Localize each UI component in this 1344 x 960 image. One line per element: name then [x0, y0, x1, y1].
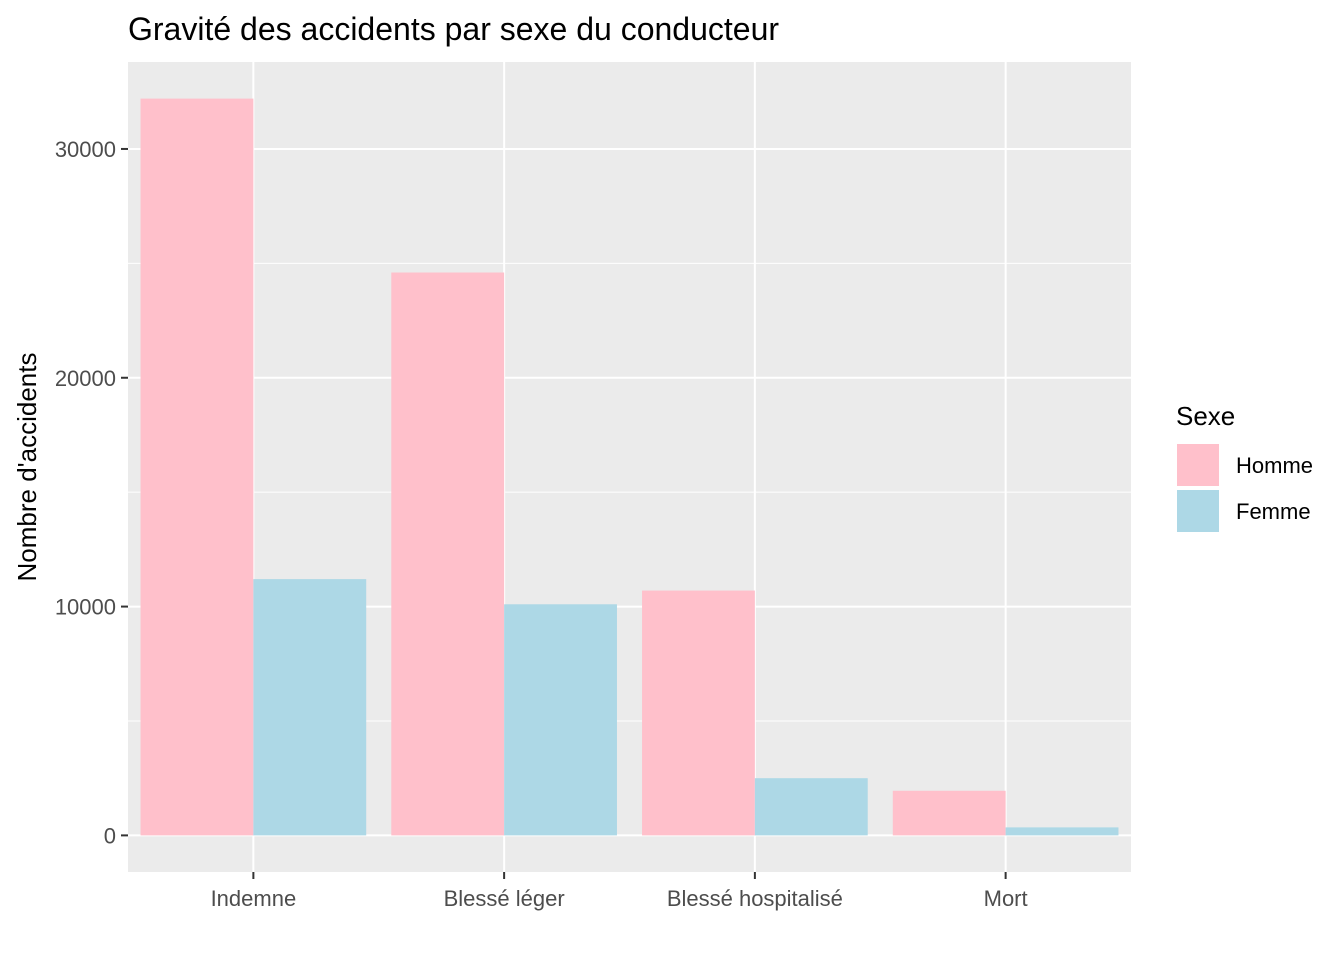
y-tick-label: 30000	[55, 137, 116, 162]
bar-homme	[892, 790, 1006, 836]
x-tick-label: Blessé hospitalisé	[667, 886, 843, 911]
legend: Sexe Homme Femme	[1175, 401, 1313, 534]
bars	[140, 98, 1119, 836]
chart-title: Gravité des accidents par sexe du conduc…	[128, 11, 779, 47]
x-tick-label: Mort	[984, 886, 1028, 911]
y-tick-label: 0	[104, 823, 116, 848]
legend-label-femme: Femme	[1236, 499, 1311, 524]
y-axis-title: Nombre d'accidents	[12, 353, 42, 582]
legend-label-homme: Homme	[1236, 453, 1313, 478]
legend-key-femme	[1175, 488, 1221, 534]
legend-title: Sexe	[1176, 401, 1235, 431]
bar-femme	[1005, 827, 1119, 836]
legend-key-homme	[1175, 442, 1221, 488]
x-tick-label: Indemne	[211, 886, 297, 911]
y-axis: 0 10000 20000 30000	[55, 137, 128, 848]
x-axis: Indemne Blessé léger Blessé hospitalisé Mor…	[211, 872, 1028, 911]
y-tick-label: 20000	[55, 366, 116, 391]
bar-homme	[391, 272, 505, 836]
bar-femme	[253, 579, 367, 836]
bar-femme	[504, 604, 617, 836]
bar-homme	[642, 590, 755, 836]
y-tick-label: 10000	[55, 595, 116, 620]
x-tick-label: Blessé léger	[444, 886, 565, 911]
bar-homme	[140, 98, 254, 836]
bar-femme	[754, 778, 868, 836]
